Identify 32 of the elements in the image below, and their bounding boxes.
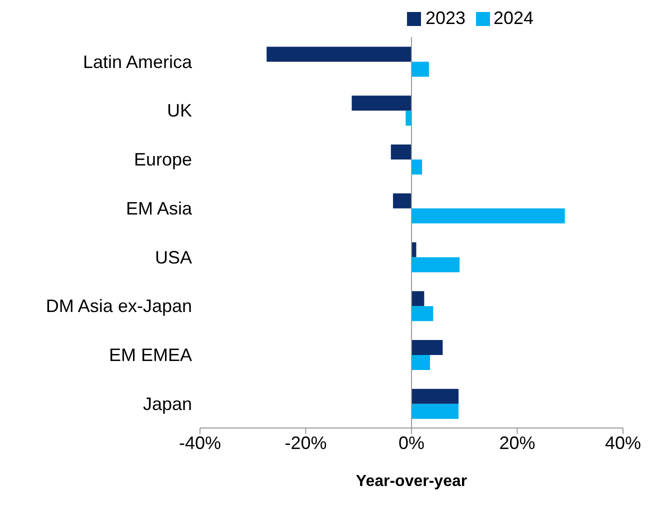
- bar: [352, 96, 412, 111]
- bar: [412, 242, 416, 258]
- bar: [412, 160, 422, 175]
- y-tick-label: EM Asia: [126, 198, 193, 218]
- bar: [412, 355, 430, 370]
- x-tick-label: -40%: [178, 432, 222, 453]
- bar: [412, 291, 424, 306]
- bar: [266, 46, 412, 62]
- y-tick-label: UK: [166, 100, 192, 121]
- bar: [412, 208, 565, 224]
- legend-label: 2024: [494, 8, 534, 28]
- x-tick-label: 20%: [499, 432, 536, 453]
- y-tick-label: USA: [154, 247, 192, 268]
- y-tick-label: Europe: [134, 150, 192, 170]
- x-axis-title: Year-over-year: [356, 473, 468, 490]
- bar: [412, 306, 434, 322]
- y-tick-label: Latin America: [82, 52, 193, 72]
- y-tick-label: Japan: [142, 394, 192, 414]
- bar: [390, 144, 412, 160]
- bar: [412, 62, 429, 77]
- bar: [412, 404, 459, 419]
- bar: [392, 193, 412, 208]
- y-tick-label: EM EMEA: [108, 345, 192, 366]
- x-tick-label: -20%: [284, 432, 327, 453]
- x-tick-label: 0%: [398, 432, 425, 453]
- bar: [412, 388, 459, 404]
- legend-label: 2023: [425, 8, 466, 28]
- y-tick-label: DM Asia ex-Japan: [46, 296, 192, 316]
- bar: [412, 340, 443, 356]
- x-tick-label: 40%: [604, 432, 642, 453]
- bar: [412, 257, 460, 272]
- bar: [406, 110, 412, 126]
